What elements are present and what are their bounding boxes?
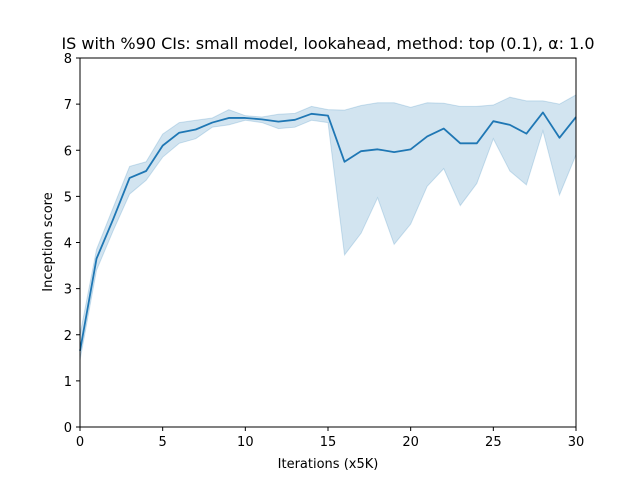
y-axis-label: Inception score xyxy=(41,192,56,291)
y-tick-label: 6 xyxy=(64,144,72,159)
x-axis-label: Iterations (x5K) xyxy=(278,457,379,472)
confidence-band xyxy=(80,95,576,360)
y-tick-label: 5 xyxy=(64,190,72,205)
x-tick-label: 5 xyxy=(159,435,167,450)
y-tick-label: 4 xyxy=(64,237,72,252)
y-tick-label: 8 xyxy=(64,52,72,67)
x-tick-label: 30 xyxy=(568,435,585,450)
x-tick-label: 15 xyxy=(320,435,337,450)
chart-title: IS with %90 CIs: small model, lookahead,… xyxy=(61,34,594,53)
y-axis: 0 1 2 3 4 5 6 7 8 xyxy=(64,52,80,436)
x-tick-label: 0 xyxy=(76,435,84,450)
y-tick-label: 2 xyxy=(64,329,72,344)
y-tick-label: 7 xyxy=(64,98,72,113)
plot-area xyxy=(80,95,576,360)
y-tick-label: 3 xyxy=(64,283,72,298)
x-tick-label: 25 xyxy=(485,435,502,450)
x-tick-label: 10 xyxy=(237,435,254,450)
y-tick-label: 0 xyxy=(64,421,72,436)
x-tick-label: 20 xyxy=(402,435,419,450)
x-axis: 0 5 10 15 20 25 30 xyxy=(76,427,584,450)
y-tick-label: 1 xyxy=(64,375,72,390)
